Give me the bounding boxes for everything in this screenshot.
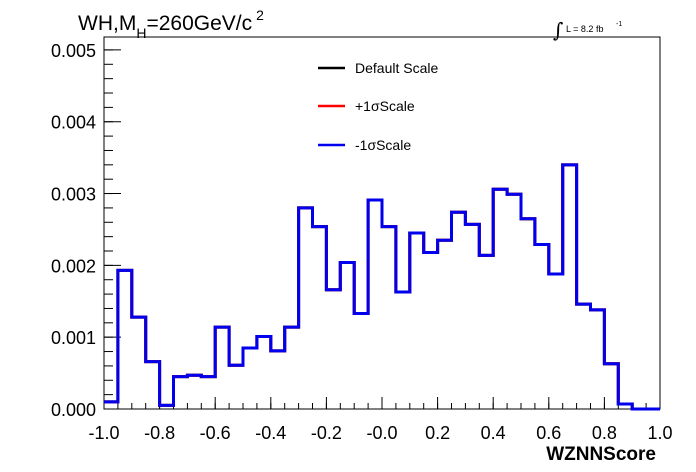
x-tick-label: -0.8 xyxy=(144,423,175,443)
legend-label-plus-sigma: +1σScale xyxy=(355,98,415,114)
series-line-1-scale xyxy=(104,163,660,411)
y-tick-label: 0.002 xyxy=(51,256,96,276)
svg-text:L = 8.2 fb: L = 8.2 fb xyxy=(566,24,603,34)
x-axis-label: WZNNScore xyxy=(546,444,656,465)
y-tick-label: 0.005 xyxy=(51,41,96,61)
x-tick-label: -1.0 xyxy=(88,423,119,443)
y-tick-label: 0.001 xyxy=(51,328,96,348)
legend: Default Scale +1σScale -1σScale xyxy=(318,60,438,153)
x-tick-label: 0.8 xyxy=(592,423,617,443)
y-tick-label: 0.004 xyxy=(51,113,96,133)
x-tick-label: -0.0 xyxy=(366,423,397,443)
x-tick-label: 1.0 xyxy=(647,423,672,443)
y-tick-label: 0.000 xyxy=(51,400,96,420)
x-tick-label: 0.4 xyxy=(481,423,506,443)
x-tick-label: -0.2 xyxy=(311,423,342,443)
legend-label-default-scale: Default Scale xyxy=(355,60,438,76)
series-layer xyxy=(104,163,660,411)
legend-label-minus-sigma: -1σScale xyxy=(355,137,411,153)
y-axis: 0.000 0.001 0.002 0.003 0.004 0.005 xyxy=(51,41,121,420)
x-tick-label: 0.6 xyxy=(536,423,561,443)
y-tick-label: 0.003 xyxy=(51,185,96,205)
x-tick-label: -0.6 xyxy=(200,423,231,443)
chart-title: WH,MH=260GeV/c 2 xyxy=(78,7,264,41)
luminosity-label: ∫ L = 8.2 fb -1 xyxy=(553,18,622,42)
x-tick-label: 0.2 xyxy=(425,423,450,443)
svg-text:∫: ∫ xyxy=(553,18,563,42)
svg-text:-1: -1 xyxy=(616,21,622,28)
x-tick-label: -0.4 xyxy=(255,423,286,443)
x-axis: -1.0 -0.8 -0.6 -0.4 -0.2 -0.0 0.2 0.4 0.6 0.8 1.0 xyxy=(88,397,673,443)
